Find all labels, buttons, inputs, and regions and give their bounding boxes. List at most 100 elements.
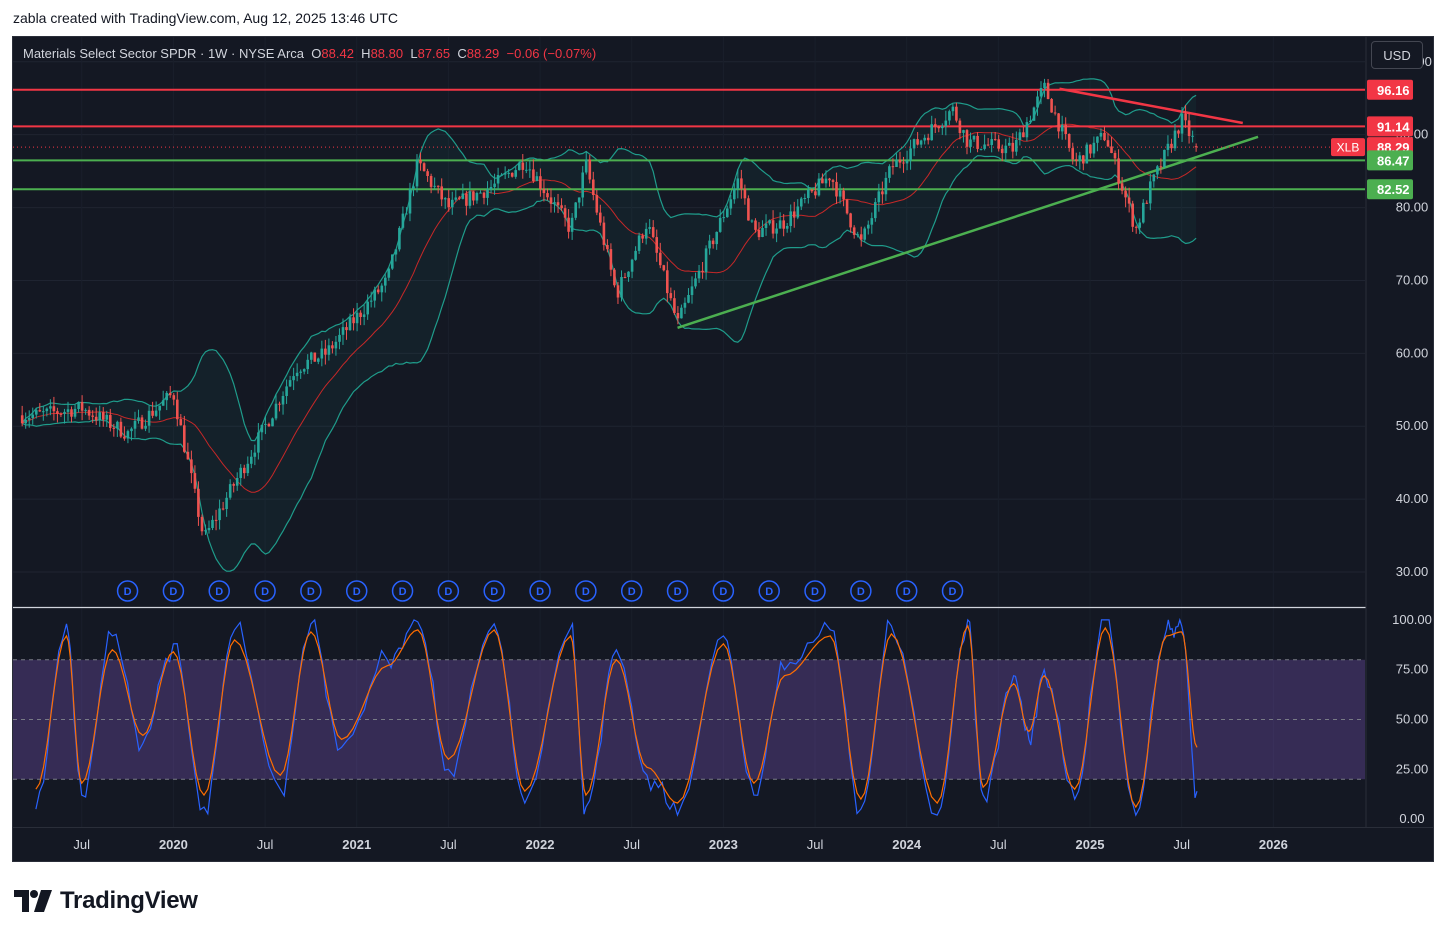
dividend-marker-label: D: [903, 586, 911, 598]
candle-body: [369, 300, 373, 302]
candle-body: [1131, 203, 1134, 227]
candle-body: [838, 190, 842, 197]
candle-body: [447, 198, 450, 208]
candle-body: [856, 234, 859, 236]
price-tick-label: 80.00: [1396, 200, 1429, 215]
candle-body: [1120, 183, 1124, 191]
candle-body: [63, 411, 66, 414]
dividend-marker-circle: [666, 580, 689, 602]
candle-body: [979, 148, 983, 150]
candle-body: [190, 459, 193, 474]
candle-body: [1046, 82, 1050, 99]
candle-body: [102, 412, 105, 420]
dividend-marker: D: [300, 580, 322, 602]
candle-body: [733, 188, 736, 200]
dividend-marker: D: [758, 580, 780, 602]
candle-body: [73, 408, 77, 417]
candle-body: [147, 410, 151, 426]
candle-body: [221, 508, 225, 510]
candle-body: [179, 419, 183, 426]
candle-body: [126, 431, 130, 439]
dividend-marker-circle: [804, 580, 826, 602]
candle-body: [891, 166, 895, 168]
candle-body: [387, 268, 391, 278]
candle-body: [1039, 88, 1043, 97]
candle-body: [902, 162, 905, 164]
candle-body: [976, 135, 979, 149]
candle-body: [704, 248, 708, 273]
candle-body: [207, 528, 211, 531]
candle-body: [260, 424, 264, 433]
time-tick-label: Jul: [990, 837, 1007, 852]
symbol-marker-label: XLB: [1337, 141, 1360, 155]
legend-low-label: L: [410, 46, 418, 61]
candle-body: [581, 172, 584, 198]
price-marker-box: [1367, 179, 1413, 200]
candle-body: [1085, 144, 1089, 164]
candle-body: [250, 456, 253, 464]
time-tick-label: 2023: [709, 837, 738, 852]
candle-body: [616, 285, 620, 298]
candle-body: [66, 409, 70, 412]
candle-body: [503, 172, 507, 175]
candle-body: [225, 497, 228, 509]
candle-body: [708, 240, 711, 249]
dividend-marker-circle: [254, 580, 276, 602]
candle-body: [91, 415, 94, 417]
candle-body: [644, 228, 648, 239]
candle-body: [535, 176, 539, 181]
candle-body: [35, 410, 38, 415]
time-tick-label: Jul: [807, 837, 824, 852]
candle-body: [687, 295, 690, 303]
candle-body: [574, 202, 577, 218]
candle-body: [634, 250, 637, 260]
candle-body: [567, 217, 570, 232]
candle-body: [785, 226, 789, 229]
candle-body: [972, 135, 976, 140]
candle-body: [1145, 202, 1149, 204]
candle-body: [186, 451, 190, 460]
candle-body: [281, 396, 285, 405]
candle-body: [454, 197, 458, 200]
candle-body: [415, 159, 419, 187]
candle-body: [183, 425, 186, 452]
candle-body: [324, 348, 327, 355]
chart-canvas[interactable]: DDDDDDDDDDDDDDDDDDD100.0090.0080.0070.00…: [13, 37, 1433, 861]
candle-body: [711, 240, 715, 245]
candle-body: [859, 234, 863, 240]
time-tick-label: 2021: [342, 837, 371, 852]
candle-body: [955, 106, 958, 121]
candle-body: [831, 180, 835, 182]
candle-body: [817, 178, 821, 196]
candle-body: [246, 463, 250, 474]
dividend-marker-circle: [437, 580, 460, 602]
time-tick-label: Jul: [1173, 837, 1190, 852]
legend-close-label: C: [457, 46, 467, 61]
candle-body: [295, 372, 299, 377]
candle-body: [429, 176, 433, 187]
candle-body: [451, 199, 454, 208]
candle-body: [130, 428, 133, 432]
candle-body: [31, 414, 34, 418]
dividend-marker-circle: [895, 580, 918, 602]
stochastic-tick-label: 100.00: [1392, 612, 1432, 627]
candle-body: [641, 235, 644, 239]
candle-body: [1166, 143, 1170, 150]
candle-body: [722, 217, 725, 219]
candle-body: [803, 198, 807, 199]
candle-body: [144, 425, 147, 429]
currency-button[interactable]: USD: [1371, 41, 1423, 69]
candle-body: [570, 217, 574, 232]
dividend-marker-label: D: [124, 586, 132, 598]
candle-body: [750, 220, 754, 222]
candle-body: [655, 237, 658, 253]
candle-body: [877, 191, 881, 203]
candle-body: [757, 229, 761, 238]
candle-body: [577, 197, 581, 203]
candle-body: [345, 327, 348, 331]
trendline: [1059, 87, 1244, 125]
candle-body: [87, 409, 91, 416]
candle-body: [870, 218, 874, 225]
dividend-marker-label: D: [719, 586, 727, 598]
candle-body: [380, 285, 384, 293]
